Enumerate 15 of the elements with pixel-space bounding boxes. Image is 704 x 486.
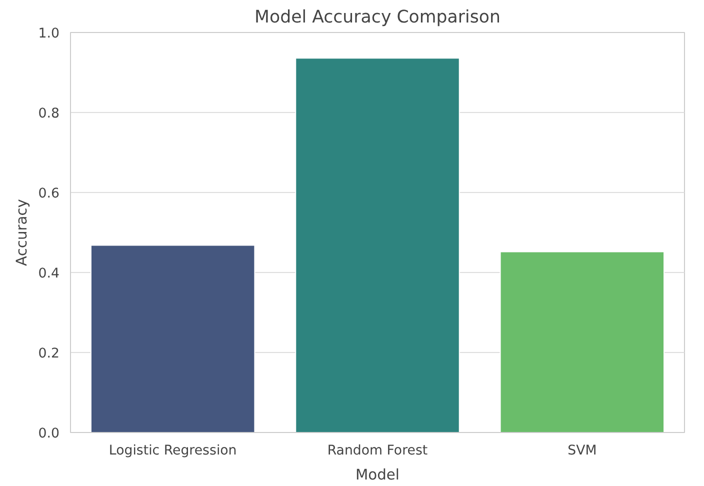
- y-tick-label: 0.6: [38, 186, 60, 202]
- y-tick-label: 1.0: [38, 26, 60, 42]
- x-tick-label: Random Forest: [327, 444, 428, 458]
- x-tick-label: SVM: [568, 444, 597, 458]
- y-tick-label: 0.8: [38, 106, 60, 122]
- x-tick-label: Logistic Regression: [108, 444, 237, 458]
- bar: [90, 244, 256, 432]
- bar: [295, 58, 460, 432]
- bar: [500, 251, 665, 432]
- y-tick-label: 0.4: [38, 266, 60, 282]
- x-axis-title: Model: [356, 466, 400, 484]
- y-tick-label: 0.2: [38, 346, 60, 362]
- chart-title: Model Accuracy Comparison: [254, 8, 500, 28]
- y-tick-label: 0.0: [38, 426, 60, 442]
- y-axis-title: Accuracy: [13, 198, 30, 266]
